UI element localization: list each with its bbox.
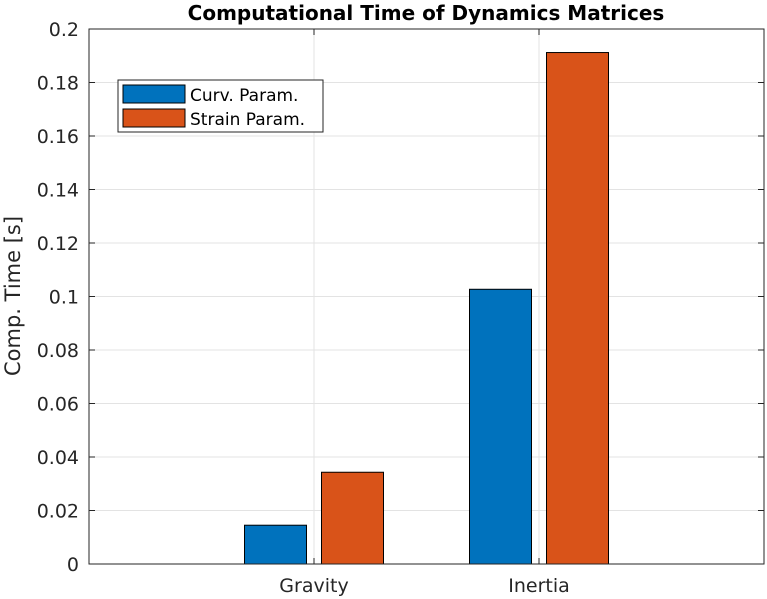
bar-curv-gravity <box>244 524 307 565</box>
y-tick-label: 0.14 <box>37 180 79 202</box>
bar-strain-gravity <box>321 471 384 565</box>
legend-swatch-strain <box>122 108 186 128</box>
y-tick-label: 0.2 <box>49 19 79 41</box>
y-tick-label: 0.04 <box>37 447 79 469</box>
legend-label-strain: Strain Param. <box>190 110 305 130</box>
y-tick-label: 0.08 <box>37 340 79 362</box>
y-axis-label: Comp. Time [s] <box>1 216 25 376</box>
y-tick-label: 0.18 <box>37 73 79 95</box>
y-tick-label: 0.16 <box>37 126 79 148</box>
y-tick-label: 0.02 <box>37 501 79 523</box>
legend: Curv. Param. Strain Param. <box>117 79 324 133</box>
x-tick-label: Gravity <box>279 575 348 597</box>
bars-group <box>244 52 609 565</box>
chart-title: Computational Time of Dynamics Matrices <box>188 1 665 25</box>
legend-swatch-curv <box>122 84 186 104</box>
bar-curv-inertia <box>469 288 532 565</box>
y-tick-label: 0.1 <box>49 287 79 309</box>
y-tick-label: 0 <box>67 554 79 576</box>
y-tick-label: 0.12 <box>37 233 79 255</box>
legend-label-curv: Curv. Param. <box>190 86 298 106</box>
bar-strain-inertia <box>546 52 609 565</box>
y-tick-labels: 0 0.02 0.04 0.06 0.08 0.1 0.12 0.14 0.16 0.18 0.2 <box>37 19 79 576</box>
tick-marks <box>89 28 764 565</box>
x-tick-labels: Gravity Inertia <box>279 575 569 597</box>
x-tick-label: Inertia <box>508 575 570 597</box>
y-tick-label: 0.06 <box>37 394 79 416</box>
